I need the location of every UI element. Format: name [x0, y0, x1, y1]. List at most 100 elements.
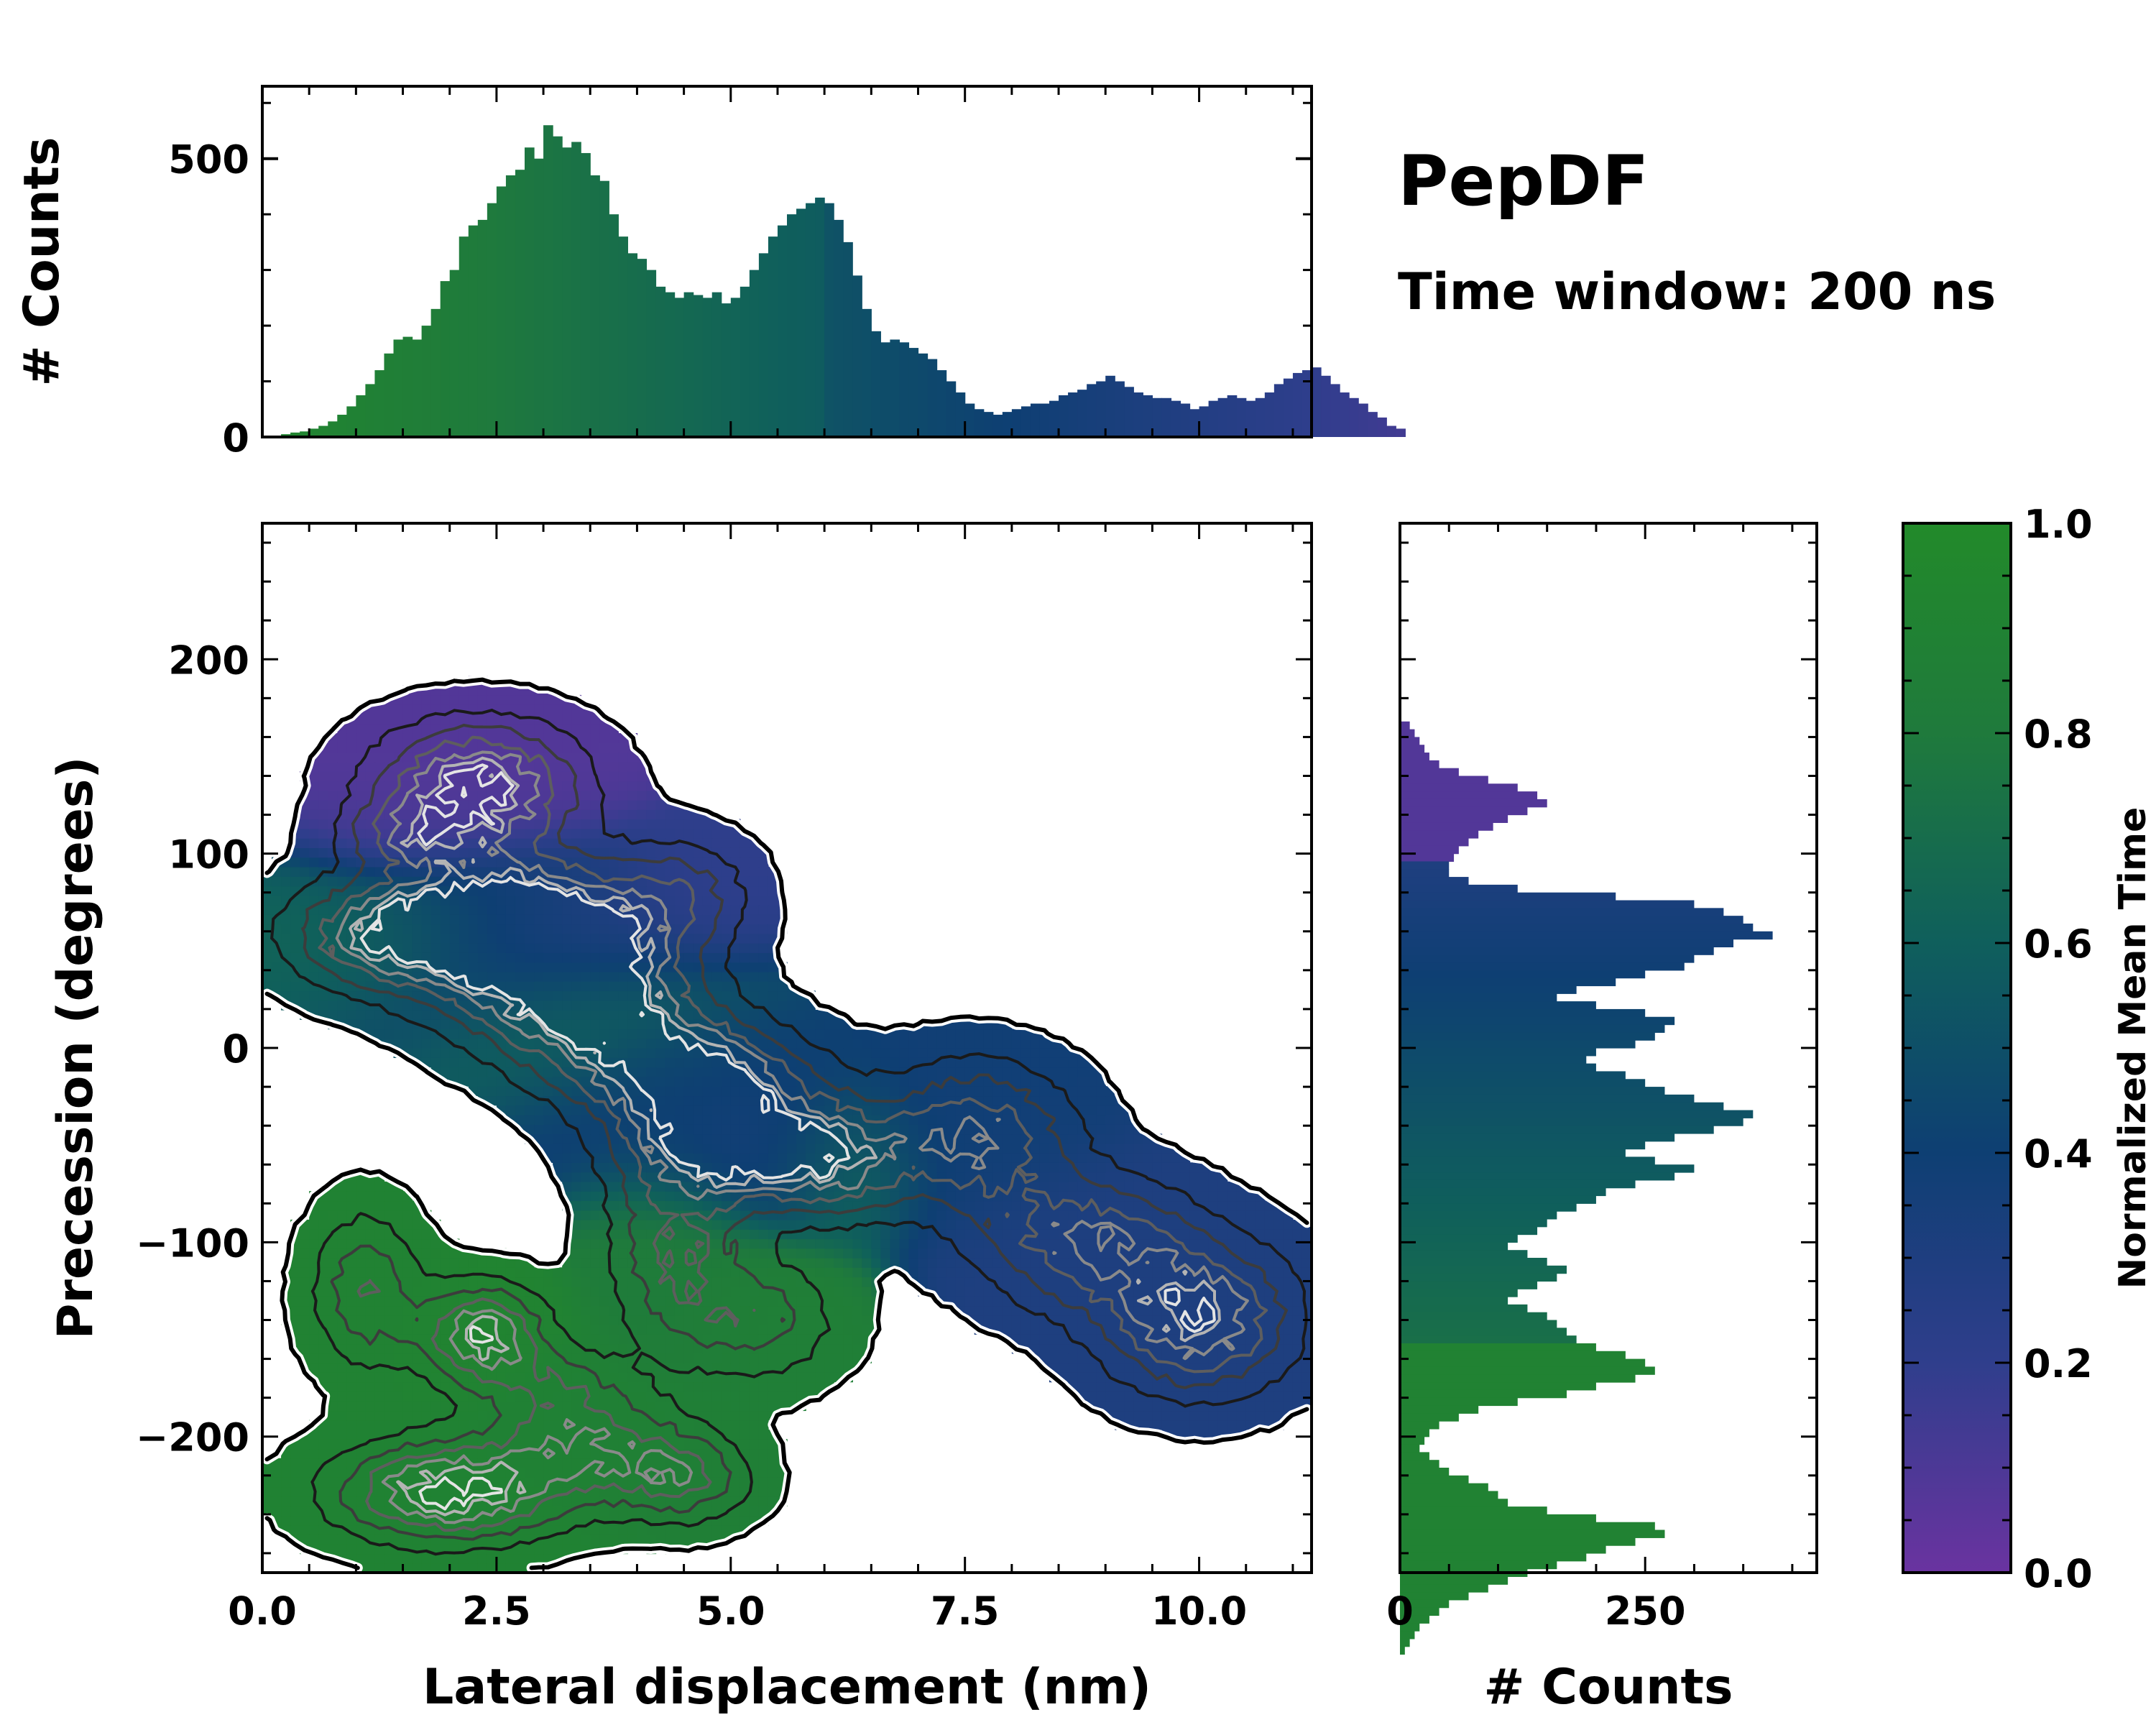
heatmap-cell [702, 1381, 713, 1392]
heatmap-cell [328, 1258, 338, 1268]
heatmap-cell [412, 933, 423, 944]
heatmap-cell [1292, 1286, 1303, 1297]
heatmap-cell [515, 943, 525, 953]
heatmap-cell [674, 981, 685, 992]
heatmap-cell [402, 933, 413, 944]
heatmap-cell [1077, 1143, 1087, 1154]
heatmap-cell [393, 1353, 404, 1363]
heatmap-cell [468, 1276, 479, 1287]
heatmap-cell [796, 1324, 806, 1335]
heatmap-cell [1030, 1315, 1041, 1325]
heatmap-cell [590, 1000, 600, 1011]
heatmap-cell [328, 1401, 338, 1412]
heatmap-cell [824, 1296, 834, 1307]
heatmap-cell [309, 1534, 319, 1545]
top-histogram-bar [777, 225, 788, 437]
heatmap-cell [346, 1429, 357, 1440]
heatmap-cell [618, 1372, 629, 1383]
heatmap-cell [562, 1276, 572, 1287]
heatmap-cell [534, 1468, 544, 1478]
heatmap-cell [880, 1229, 891, 1240]
top-histogram-bar [1133, 392, 1143, 437]
heatmap-cell [534, 1000, 544, 1011]
heatmap-cell [328, 1544, 338, 1555]
heatmap-cell [655, 1095, 666, 1106]
heatmap-cell [843, 1276, 853, 1287]
heatmap-cell [1002, 1133, 1013, 1144]
heatmap-cell [290, 1296, 300, 1307]
heatmap-cell [964, 1286, 975, 1297]
heatmap-cell [1030, 1334, 1041, 1345]
heatmap-cell [599, 1305, 610, 1316]
heatmap-cell [543, 943, 553, 953]
heatmap-cell [543, 1468, 553, 1478]
heatmap-cell [918, 1238, 929, 1249]
heatmap-cell [562, 1391, 572, 1402]
heatmap-cell [730, 1401, 741, 1412]
top-histogram-bar [534, 158, 544, 437]
heatmap-cell [1087, 1324, 1097, 1335]
heatmap-cell [477, 1448, 488, 1459]
heatmap-cell [1161, 1200, 1172, 1211]
heatmap-cell [337, 1334, 348, 1345]
heatmap-cell [618, 1219, 629, 1230]
heatmap-cell [581, 1324, 591, 1335]
heatmap-cell [599, 1219, 610, 1230]
heatmap-cell [487, 1381, 497, 1392]
heatmap-cell [384, 1420, 395, 1430]
heatmap-cell [609, 1372, 619, 1383]
heatmap-cell [300, 1496, 310, 1506]
heatmap-cell [590, 1086, 600, 1097]
heatmap-cell [553, 1448, 563, 1459]
heatmap-cell [618, 990, 629, 1001]
heatmap-cell [525, 1315, 535, 1325]
heatmap-cell [815, 1133, 825, 1144]
heatmap-cell [1143, 1420, 1153, 1430]
heatmap-cell [618, 1258, 629, 1268]
heatmap-cell [290, 1276, 300, 1287]
heatmap-cell [590, 1324, 600, 1335]
heatmap-cell [796, 1363, 806, 1373]
heatmap-cell [374, 1315, 385, 1325]
heatmap-cell [1039, 1210, 1050, 1220]
heatmap-cell [374, 1200, 385, 1211]
heatmap-cell [862, 1210, 872, 1220]
heatmap-cell [777, 990, 788, 1001]
heatmap-cell [374, 1496, 385, 1506]
heatmap-cell [1068, 1372, 1078, 1383]
top-histogram-bar [1161, 397, 1172, 437]
heatmap-cell [562, 971, 572, 982]
heatmap-cell [609, 1458, 619, 1468]
heatmap-cell [618, 1477, 629, 1488]
heatmap-cell [665, 1524, 676, 1535]
heatmap-cell [449, 1563, 460, 1573]
heatmap-cell [599, 1363, 610, 1373]
heatmap-cell [852, 1267, 862, 1278]
heatmap-cell [571, 1305, 581, 1316]
heatmap-cell [974, 1248, 985, 1259]
heatmap-cell [655, 1381, 666, 1392]
heatmap-cell [646, 1458, 657, 1468]
heatmap-cell [328, 1191, 338, 1202]
heatmap-cell [974, 1296, 985, 1307]
heatmap-cell [983, 1200, 994, 1211]
heatmap-cell [581, 1162, 591, 1173]
heatmap-cell [553, 1009, 563, 1020]
heatmap-cell [1133, 1267, 1144, 1278]
heatmap-cell [402, 1229, 413, 1240]
heatmap-cell [1217, 1420, 1228, 1430]
heatmap-cell [758, 1124, 769, 1135]
heatmap-cell [646, 1210, 657, 1220]
heatmap-cell [637, 1534, 648, 1545]
heatmap-cell [430, 1248, 441, 1259]
heatmap-cell [553, 1286, 563, 1297]
heatmap-cell [599, 1401, 610, 1412]
heatmap-cell [365, 1324, 376, 1335]
heatmap-cell [440, 1381, 451, 1392]
heatmap-cell [290, 1477, 300, 1488]
heatmap-cell [1011, 1095, 1022, 1106]
heatmap-cell [571, 1114, 581, 1125]
top-histogram-bar [1377, 417, 1387, 437]
heatmap-cell [365, 1410, 376, 1421]
heatmap-cell [683, 1353, 694, 1363]
